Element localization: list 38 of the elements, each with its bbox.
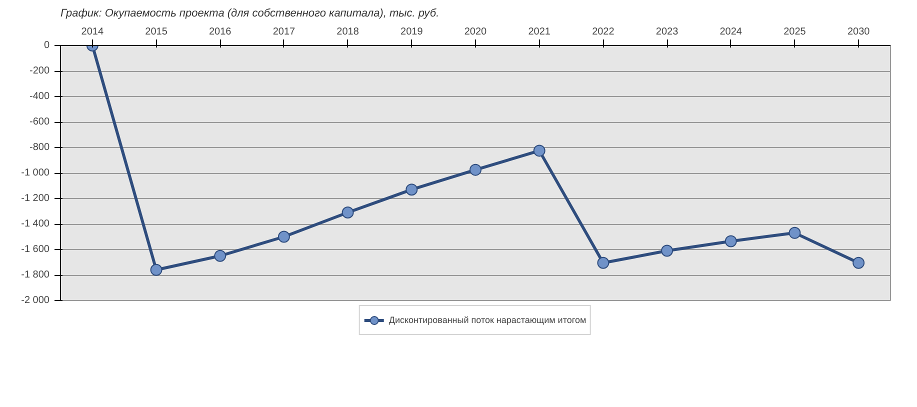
y-tick-label: -1 600 [21, 244, 50, 255]
point [661, 244, 674, 257]
point [533, 144, 546, 157]
y-tick-label: -2 000 [21, 295, 50, 306]
y-tick-label: -800 [29, 142, 50, 153]
y-tick-label: -600 [29, 116, 50, 128]
x-tick-label: 2019 [400, 26, 424, 38]
x-tick-label: 2030 [847, 26, 870, 38]
y-tick-label: -1 800 [21, 270, 50, 280]
x-tick-label: 2024 [720, 26, 742, 38]
legend-label: Дисконтированный поток нарастающим итогом [388, 315, 586, 325]
point [278, 230, 290, 243]
point [597, 256, 610, 269]
x-tick-label: 2020 [464, 26, 488, 38]
x-tick-label: 2025 [784, 26, 806, 38]
y-tick-label: -1 000 [21, 168, 50, 178]
point [852, 256, 865, 269]
y-tick-label: -1 400 [21, 218, 50, 230]
x-tick-label: 2023 [656, 26, 679, 38]
x-tick-label: 2015 [145, 26, 168, 38]
y-tick-label: -1 200 [21, 193, 50, 204]
point [724, 235, 737, 248]
point [470, 164, 482, 176]
point [214, 250, 226, 262]
x-tick-label: 2021 [528, 26, 551, 38]
x-tick-label: 2017 [272, 26, 296, 38]
point [788, 226, 801, 239]
x-tick-label: 2016 [208, 26, 232, 38]
point [406, 184, 418, 196]
y-tick-label: -400 [29, 91, 50, 102]
x-tick-label: 2022 [592, 26, 615, 38]
y-tick-label: 0 [44, 40, 50, 51]
x-tick-label: 2018 [336, 26, 360, 38]
point [342, 206, 354, 219]
y-tick-label: -200 [29, 66, 50, 76]
x-tick-label: 2014 [81, 26, 104, 38]
point [150, 264, 162, 276]
chart-title: График: Окупаемость проекта (для собственного капитала), тыс. руб. [60, 8, 440, 20]
